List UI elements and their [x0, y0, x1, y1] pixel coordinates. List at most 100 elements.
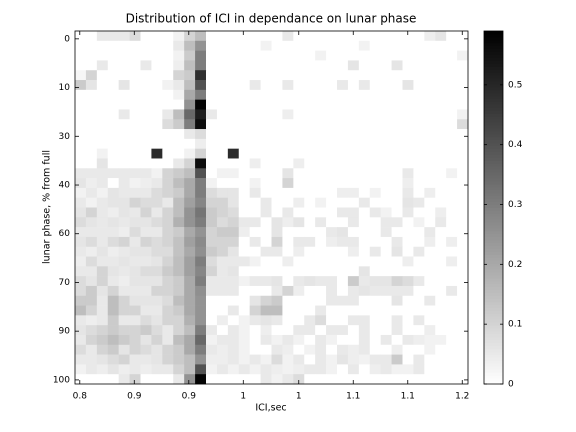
- heatmap-cell: [118, 50, 130, 61]
- heatmap-cell: [413, 236, 425, 248]
- heatmap-cell: [424, 305, 436, 316]
- heatmap-cell: [413, 50, 425, 61]
- heatmap-cell: [413, 168, 425, 179]
- heatmap-cell: [380, 325, 392, 336]
- heatmap-cell: [413, 148, 425, 159]
- heatmap-cell: [162, 187, 174, 198]
- colorbar-swatch: [484, 260, 503, 264]
- heatmap-cell: [129, 158, 141, 169]
- heatmap-cell: [337, 158, 349, 169]
- heatmap-cell: [304, 109, 316, 120]
- heatmap-cell: [282, 60, 294, 71]
- heatmap-cell: [369, 99, 381, 110]
- heatmap-cell: [304, 80, 316, 91]
- heatmap-cell: [107, 148, 119, 159]
- heatmap-cell: [391, 364, 403, 375]
- heatmap-cell: [249, 80, 261, 91]
- heatmap-cell: [216, 285, 229, 297]
- heatmap-cell: [457, 138, 469, 149]
- heatmap-cell: [315, 158, 327, 169]
- heatmap-cell: [118, 285, 130, 297]
- heatmap-cell: [96, 148, 109, 159]
- heatmap-cell: [206, 129, 218, 140]
- heatmap-cell: [347, 168, 360, 179]
- heatmap-cell: [337, 364, 349, 375]
- heatmap-cell: [238, 227, 250, 238]
- heatmap-cell: [446, 138, 458, 149]
- heatmap-cell: [216, 129, 229, 140]
- heatmap-cell: [227, 197, 240, 208]
- heatmap-cell: [184, 325, 196, 336]
- heatmap-cell: [140, 31, 152, 42]
- heatmap-cell: [391, 89, 403, 100]
- heatmap-cell: [391, 70, 403, 81]
- heatmap-cell: [337, 344, 349, 355]
- colorbar-swatch: [484, 248, 503, 253]
- heatmap-cell: [206, 227, 218, 238]
- heatmap-cell: [402, 31, 414, 42]
- heatmap-cell: [96, 266, 109, 277]
- heatmap-cell: [380, 178, 392, 189]
- heatmap-cell: [107, 334, 119, 346]
- heatmap-cell: [118, 80, 130, 91]
- heatmap-cell: [457, 148, 469, 159]
- heatmap-cell: [227, 374, 240, 385]
- heatmap-cell: [227, 325, 240, 336]
- colorbar-swatch: [484, 216, 503, 220]
- heatmap-cell: [347, 99, 360, 110]
- heatmap-cell: [435, 344, 447, 355]
- heatmap-cell: [282, 178, 294, 189]
- heatmap-cell: [129, 197, 141, 208]
- heatmap-cell: [151, 354, 163, 365]
- heatmap-cell: [118, 148, 130, 159]
- heatmap-cell: [326, 178, 338, 189]
- heatmap-cell: [227, 138, 240, 149]
- heatmap-cell: [184, 138, 196, 149]
- heatmap-cell: [282, 70, 294, 81]
- heatmap-cell: [424, 256, 436, 267]
- heatmap-cell: [96, 31, 109, 42]
- colorbar-swatch: [484, 322, 503, 326]
- heatmap-cell: [85, 158, 98, 169]
- heatmap-cell: [151, 178, 163, 189]
- heatmap-cell: [184, 80, 196, 91]
- heatmap-cell: [435, 217, 447, 228]
- heatmap-cell: [195, 256, 207, 267]
- heatmap-cell: [293, 305, 305, 316]
- heatmap-cell: [249, 50, 261, 61]
- heatmap-cell: [260, 168, 272, 179]
- heatmap-cell: [391, 325, 403, 336]
- heatmap-cell: [118, 89, 130, 100]
- colorbar-swatch: [484, 110, 503, 114]
- x-tick-label: 0.9: [182, 392, 197, 402]
- heatmap-cell: [227, 246, 240, 257]
- heatmap-cell: [96, 246, 109, 257]
- heatmap-cell: [380, 129, 392, 140]
- heatmap-cell: [85, 70, 98, 81]
- heatmap-cell: [391, 236, 403, 248]
- colorbar-swatch: [484, 222, 503, 226]
- heatmap-cell: [184, 178, 196, 189]
- heatmap-cell: [216, 89, 229, 100]
- heatmap-cell: [140, 266, 152, 277]
- heatmap-cell: [369, 295, 381, 306]
- heatmap-cell: [118, 364, 130, 375]
- heatmap-cell: [216, 374, 229, 385]
- heatmap-cell: [293, 187, 305, 198]
- heatmap-cell: [206, 80, 218, 91]
- heatmap-cell: [304, 364, 316, 375]
- heatmap-cell: [206, 187, 218, 198]
- colorbar-swatch: [484, 54, 503, 58]
- heatmap-cell: [315, 187, 327, 198]
- heatmap-cell: [85, 129, 98, 140]
- heatmap-cell: [75, 50, 87, 61]
- heatmap-cell: [151, 148, 163, 159]
- heatmap-cell: [227, 187, 240, 198]
- heatmap-cell: [391, 334, 403, 346]
- heatmap-cell: [380, 60, 392, 71]
- heatmap-cell: [216, 168, 229, 179]
- heatmap-cell: [216, 40, 229, 51]
- colorbar-swatch: [484, 83, 503, 88]
- chart-title: Distribution of ICI in dependance on lun…: [126, 12, 417, 26]
- heatmap-cell: [380, 119, 392, 130]
